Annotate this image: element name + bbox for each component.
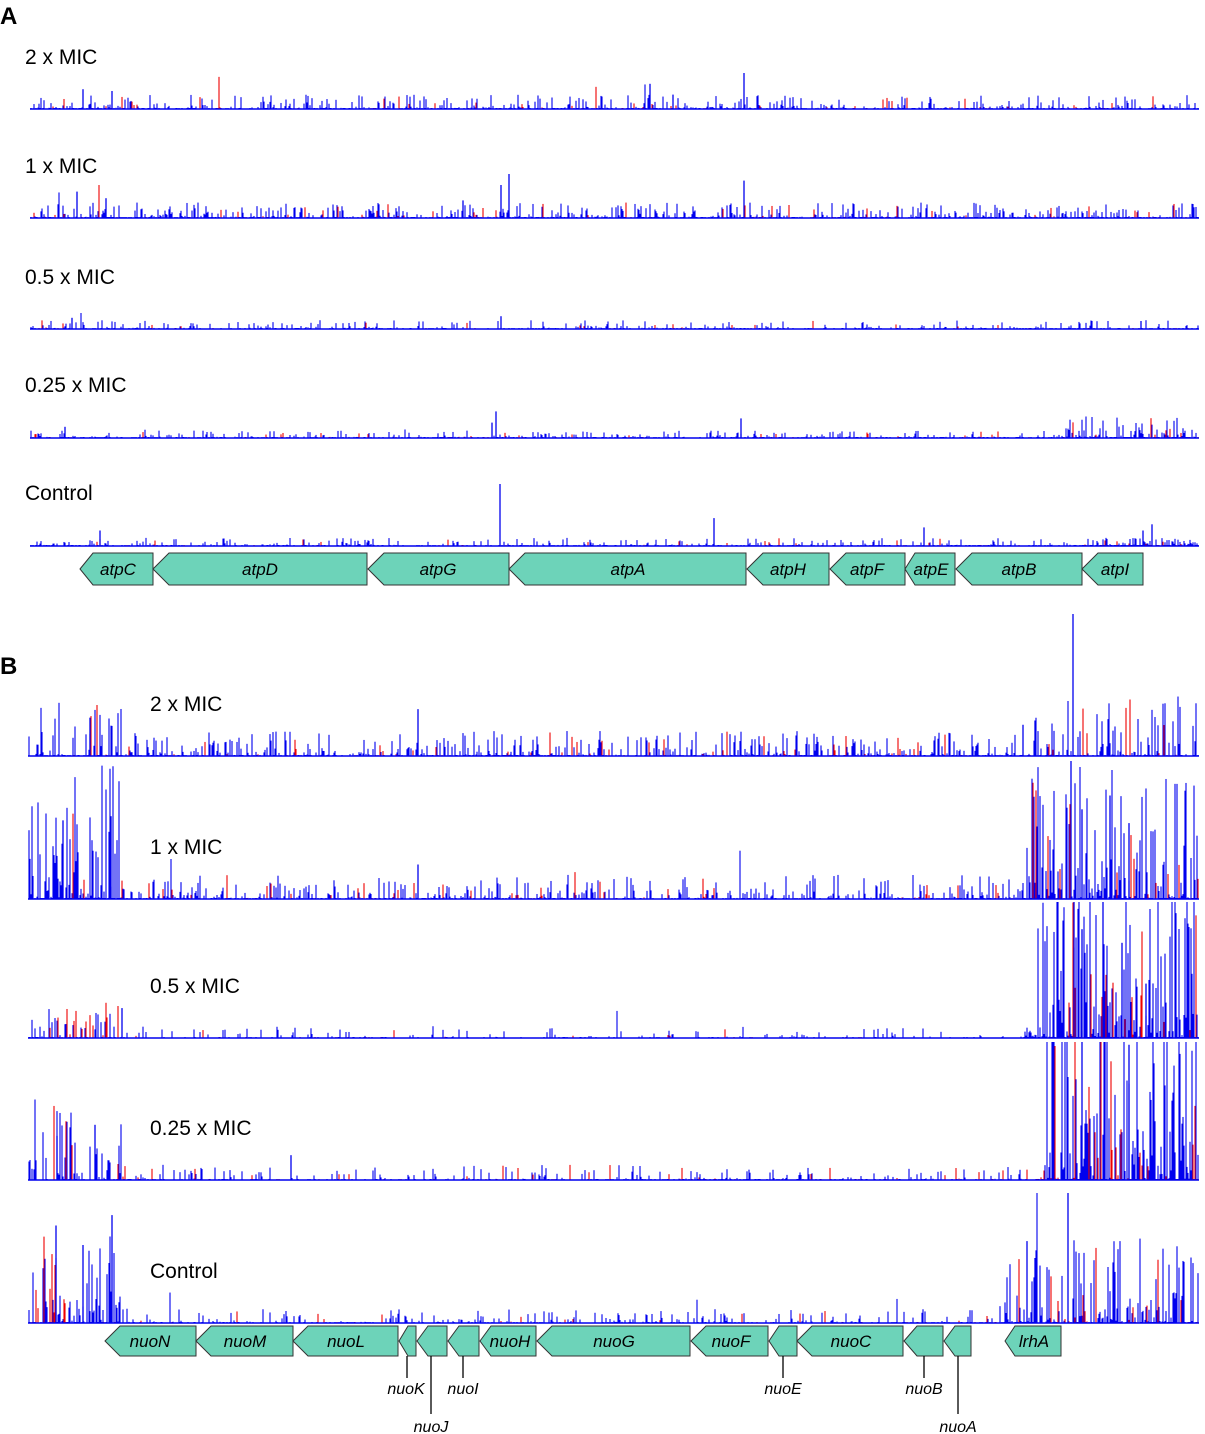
gene-atpa: atpA (508, 552, 747, 586)
gene-atpd: atpD (152, 552, 368, 586)
track-label: 0.5 x MIC (150, 975, 240, 998)
panel-a-track-2xmic: 2 x MIC (25, 46, 1199, 110)
panel-a-track-0.25xmic: 0.25 x MIC (25, 374, 1199, 439)
gene-atpg: atpG (367, 552, 510, 586)
insertion-bars (28, 761, 1199, 899)
insertion-bars (28, 1042, 1199, 1180)
gene-atpb: atpB (955, 552, 1083, 586)
panel-b-track-0.5xmic: 0.5 x MIC (28, 902, 1199, 1039)
gene-label: atpG (420, 560, 457, 579)
gene-label: atpA (611, 560, 646, 579)
panel-a-track-0.5xmic: 0.5 x MIC (25, 266, 1199, 330)
panel-b-track-1xmic: 1 x MIC (28, 761, 1199, 900)
panel-a-gene-map: atpC atpD atpG atpA atpH atpF (79, 552, 1144, 586)
panel-a-track-control: Control (25, 482, 1199, 547)
track-label: 0.25 x MIC (25, 374, 127, 397)
insertion-bars (30, 484, 1199, 546)
panel-a: A 2 x MIC 1 x MIC 0.5 x MIC 0.25 x MIC C… (0, 3, 1199, 586)
panel-a-track-1xmic: 1 x MIC (25, 155, 1199, 219)
gene-label: atpI (1101, 560, 1130, 579)
gene-label: atpH (770, 560, 807, 579)
panel-b-track-2xmic: 2 x MIC (28, 614, 1199, 757)
panel-b-letter: B (0, 653, 17, 680)
track-label: 1 x MIC (25, 155, 97, 178)
gene-atpi: atpI (1081, 552, 1144, 586)
track-label: 0.5 x MIC (25, 266, 115, 289)
gene-label: atpB (1002, 560, 1037, 579)
insertion-bars (30, 313, 1199, 329)
gene-atpc: atpC (79, 552, 154, 586)
gene-label: atpD (242, 560, 278, 579)
panel-b: B 2 x MIC 1 x MIC 0.5 x MIC 0.25 x MIC C… (0, 614, 1199, 1434)
track-label: 1 x MIC (150, 836, 222, 859)
gene-label: atpC (100, 560, 137, 579)
insertion-bars (30, 411, 1199, 438)
track-label: Control (25, 482, 93, 505)
gene-label: atpF (850, 560, 886, 579)
track-label: 2 x MIC (25, 46, 97, 69)
gene-label: atpE (914, 560, 950, 579)
insertion-bars (30, 73, 1199, 109)
gene-atph: atpH (746, 552, 830, 586)
insertion-bars (28, 614, 1199, 756)
insertion-bars (30, 174, 1199, 218)
insertion-bars (28, 902, 1199, 1038)
gene-atpf: atpF (829, 552, 906, 586)
panel-a-letter: A (0, 3, 17, 30)
track-label: 2 x MIC (150, 693, 222, 716)
gene-atpe: atpE (904, 552, 956, 586)
panel-b-track-0.25xmic: 0.25 x MIC (28, 1042, 1199, 1181)
track-label: 0.25 x MIC (150, 1117, 252, 1140)
